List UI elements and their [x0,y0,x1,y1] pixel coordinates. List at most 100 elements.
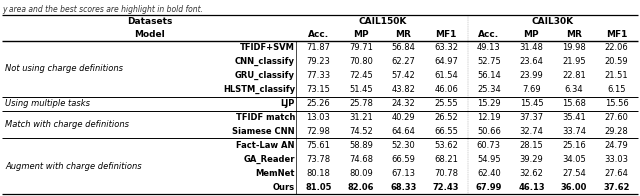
Text: Siamese CNN: Siamese CNN [232,127,295,136]
Text: MF1: MF1 [606,30,627,39]
Text: 64.64: 64.64 [392,127,415,136]
Text: 66.55: 66.55 [435,127,458,136]
Text: 29.28: 29.28 [605,127,628,136]
Text: 35.41: 35.41 [562,113,586,122]
Text: 27.54: 27.54 [562,169,586,178]
Text: 15.68: 15.68 [562,99,586,108]
Text: 79.71: 79.71 [349,44,373,53]
Text: 43.82: 43.82 [392,85,415,94]
Text: MR: MR [396,30,412,39]
Text: 40.29: 40.29 [392,113,415,122]
Text: 39.29: 39.29 [520,155,543,164]
Text: 28.15: 28.15 [520,141,543,150]
Text: MP: MP [353,30,369,39]
Text: 66.59: 66.59 [392,155,415,164]
Text: 71.87: 71.87 [307,44,330,53]
Text: 73.15: 73.15 [307,85,330,94]
Text: 52.75: 52.75 [477,57,500,66]
Text: 25.55: 25.55 [435,99,458,108]
Text: 25.16: 25.16 [562,141,586,150]
Text: 31.21: 31.21 [349,113,373,122]
Text: 72.43: 72.43 [433,182,460,191]
Text: 53.62: 53.62 [435,141,458,150]
Text: CAIL150K: CAIL150K [358,17,406,26]
Text: 34.05: 34.05 [562,155,586,164]
Text: 67.99: 67.99 [476,182,502,191]
Text: 49.13: 49.13 [477,44,500,53]
Text: 74.52: 74.52 [349,127,373,136]
Text: 46.06: 46.06 [435,85,458,94]
Text: 24.79: 24.79 [605,141,628,150]
Text: 32.62: 32.62 [520,169,543,178]
Text: 77.33: 77.33 [307,71,330,80]
Text: 24.32: 24.32 [392,99,415,108]
Text: 21.95: 21.95 [563,57,586,66]
Text: MP: MP [524,30,540,39]
Text: 33.74: 33.74 [562,127,586,136]
Text: Not using charge definitions: Not using charge definitions [5,64,123,73]
Text: 7.69: 7.69 [522,85,541,94]
Text: 63.32: 63.32 [434,44,458,53]
Text: 79.23: 79.23 [307,57,330,66]
Text: Fact-Law AN: Fact-Law AN [237,141,295,150]
Text: CNN_classify: CNN_classify [235,57,295,66]
Text: 67.13: 67.13 [392,169,415,178]
Text: 58.89: 58.89 [349,141,373,150]
Text: 6.34: 6.34 [564,85,584,94]
Text: MF1: MF1 [435,30,457,39]
Text: 15.56: 15.56 [605,99,628,108]
Text: y area and the best scores are highlight in bold font.: y area and the best scores are highlight… [2,5,203,14]
Text: 22.06: 22.06 [605,44,628,53]
Text: GRU_classify: GRU_classify [235,71,295,80]
Text: 25.78: 25.78 [349,99,373,108]
Text: 74.68: 74.68 [349,155,373,164]
Text: Using multiple tasks: Using multiple tasks [5,99,90,108]
Text: 57.42: 57.42 [392,71,415,80]
Text: 51.45: 51.45 [349,85,372,94]
Text: 68.21: 68.21 [435,155,458,164]
Text: 22.81: 22.81 [562,71,586,80]
Text: 46.13: 46.13 [518,182,545,191]
Text: MR: MR [566,30,582,39]
Text: 62.40: 62.40 [477,169,500,178]
Text: 6.15: 6.15 [607,85,626,94]
Text: 27.64: 27.64 [605,169,628,178]
Text: 54.95: 54.95 [477,155,500,164]
Text: 50.66: 50.66 [477,127,500,136]
Text: 33.03: 33.03 [605,155,628,164]
Text: 61.54: 61.54 [435,71,458,80]
Text: 23.99: 23.99 [520,71,543,80]
Text: 37.62: 37.62 [604,182,630,191]
Text: 26.52: 26.52 [435,113,458,122]
Text: 15.45: 15.45 [520,99,543,108]
Text: GA_Reader: GA_Reader [243,155,295,164]
Text: Model: Model [134,30,165,39]
Text: Acc.: Acc. [478,30,499,39]
Text: 80.09: 80.09 [349,169,373,178]
Text: LJP: LJP [280,99,295,108]
Text: Match with charge definitions: Match with charge definitions [5,120,129,129]
Text: 36.00: 36.00 [561,182,588,191]
Text: Ours: Ours [273,182,295,191]
Text: 52.30: 52.30 [392,141,415,150]
Text: 70.80: 70.80 [349,57,373,66]
Text: 64.97: 64.97 [435,57,458,66]
Text: 19.98: 19.98 [562,44,586,53]
Text: 82.06: 82.06 [348,182,374,191]
Text: 25.34: 25.34 [477,85,500,94]
Text: 73.78: 73.78 [307,155,330,164]
Text: 12.19: 12.19 [477,113,500,122]
Text: 68.33: 68.33 [390,182,417,191]
Text: 70.78: 70.78 [434,169,458,178]
Text: 23.64: 23.64 [520,57,543,66]
Text: 27.60: 27.60 [605,113,628,122]
Text: MemNet: MemNet [255,169,295,178]
Text: 15.29: 15.29 [477,99,500,108]
Text: CAIL30K: CAIL30K [532,17,574,26]
Text: 80.18: 80.18 [307,169,330,178]
Text: 72.45: 72.45 [349,71,373,80]
Text: 20.59: 20.59 [605,57,628,66]
Text: TFIDF match: TFIDF match [236,113,295,122]
Text: TFIDF+SVM: TFIDF+SVM [240,44,295,53]
Text: Acc.: Acc. [308,30,329,39]
